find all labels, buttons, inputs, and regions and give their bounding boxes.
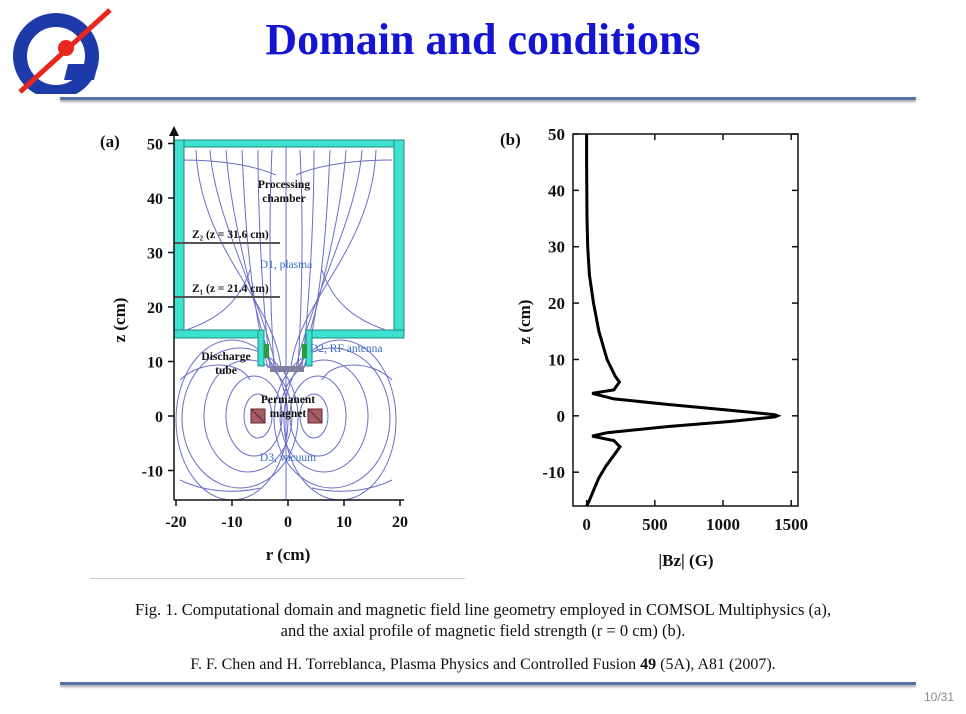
magnet-label-2: magnet — [270, 408, 307, 420]
panel-a-ytick-label-3: 20 — [147, 300, 163, 317]
z2-label: Z₂ (z = 31.6 cm) — [192, 229, 269, 241]
rf-antenna-right — [302, 344, 307, 358]
panel-a-xtick-label-3: 10 — [336, 514, 352, 531]
panel-b-xtick-label-3: 1500 — [774, 515, 808, 534]
panel-b-ytick-label-4: 10 — [548, 350, 565, 369]
figure: (a) — [100, 125, 808, 570]
panel-a-ylabel: z (cm) — [110, 298, 129, 343]
panel-a-ytick-label-4: 10 — [147, 355, 163, 372]
citation-suffix: (5A), A81 (2007). — [656, 656, 776, 673]
field-lines-lower — [175, 339, 397, 501]
panel-a-xlabel: r (cm) — [266, 545, 311, 564]
panel-b-ylabel: z (cm) — [515, 300, 534, 345]
panel-a-label: (a) — [100, 132, 120, 151]
slide-title: Domain and conditions — [265, 15, 701, 64]
panel-a-xtick-label-0: -20 — [165, 514, 186, 531]
panel-b-frame — [572, 133, 799, 507]
discharge-tube — [270, 366, 304, 372]
magnet-right-mark — [307, 408, 323, 424]
figure-caption-line-1: Fig. 1. Computational domain and magneti… — [135, 600, 831, 619]
magnet-left-mark — [250, 408, 266, 424]
magnet-label-1: Permanent — [261, 394, 315, 406]
panel-b-xlabel: |Bz| (G) — [658, 551, 713, 570]
panel-b-ytick-label-1: 40 — [548, 181, 565, 200]
rf-antenna-left — [264, 344, 269, 358]
discharge-label-1: Discharge — [201, 351, 250, 363]
bz-profile-line — [585, 134, 782, 507]
citation-text: F. F. Chen and H. Torreblanca, Plasma Ph… — [190, 656, 641, 673]
panel-a-xtick-label-4: 20 — [392, 514, 408, 531]
processing-label-1: Processing — [258, 179, 310, 191]
d3-label: D3, vacuum — [260, 452, 316, 464]
bottom-divider — [60, 682, 916, 685]
panel-b-ytick-label-2: 30 — [548, 238, 565, 257]
d1-label: D1, plasma — [260, 259, 312, 271]
processing-label-2: chamber — [262, 193, 305, 205]
field-lines-upper — [179, 145, 393, 369]
panel-a-ytick-label-5: 0 — [155, 409, 163, 426]
z1-label: Z₁ (z = 21.4 cm) — [192, 283, 269, 295]
panel-b-xtick-label-0: 0 — [582, 515, 591, 534]
panel-a-plot-area — [174, 140, 404, 500]
panel-b-ytick-label-3: 20 — [548, 294, 565, 313]
panel-b-label: (b) — [500, 130, 521, 149]
institute-logo-icon — [13, 8, 112, 94]
panel-b-ytick-label-6: -10 — [542, 463, 565, 482]
panel-b-ytick-label-0: 50 — [548, 125, 565, 144]
panel-b-xtick-label-2: 1000 — [706, 515, 740, 534]
panel-a: (a) — [100, 126, 408, 564]
panel-a-xtick-label-1: -10 — [221, 514, 242, 531]
panel-a-y-arrow — [169, 126, 179, 136]
figure-caption-line-2: and the axial profile of magnetic field … — [280, 621, 686, 640]
top-divider — [60, 97, 916, 100]
panel-a-ytick-label-1: 40 — [147, 191, 163, 208]
panel-a-ytick-label-2: 30 — [147, 246, 163, 263]
citation: F. F. Chen and H. Torreblanca, Plasma Ph… — [0, 656, 966, 674]
page-number: 10/31 — [923, 690, 954, 704]
panel-a-ytick-label-6: -10 — [142, 464, 163, 481]
panel-b-xtick-label-1: 500 — [642, 515, 668, 534]
panel-a-ytick-label-0: 50 — [147, 137, 163, 154]
panel-b-ticks: 0 500 1000 1500 50 40 30 20 10 0 -10 — [542, 125, 808, 534]
citation-volume: 49 — [640, 656, 657, 673]
panel-b-ytick-label-5: 0 — [557, 407, 566, 426]
d2-label: D2, RF antenna — [310, 343, 383, 355]
caption-separator — [90, 578, 465, 579]
panel-a-ticks: -20 -10 0 10 20 50 40 30 20 10 0 -10 — [142, 137, 408, 532]
discharge-label-2: tube — [215, 365, 237, 377]
panel-a-xtick-label-2: 0 — [284, 514, 292, 531]
chamber-wall — [173, 139, 405, 367]
